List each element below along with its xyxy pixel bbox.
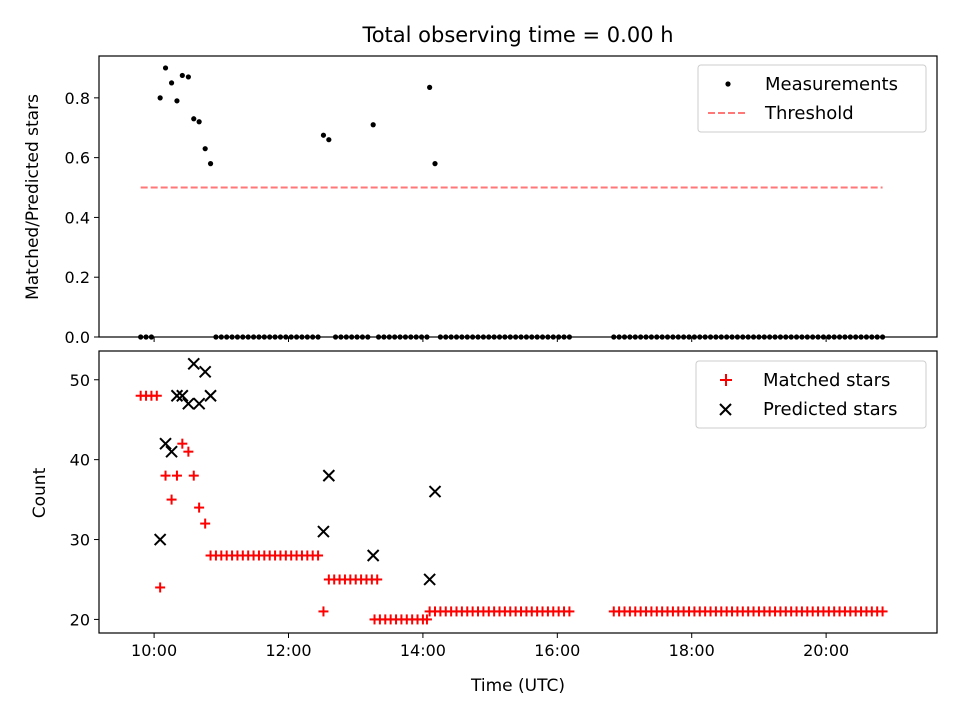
predicted-stars-point [176, 389, 189, 402]
measurements-point [196, 119, 202, 125]
legend-matched-marker [720, 374, 732, 386]
matched-stars-point [564, 606, 575, 617]
legend-predicted-label: Predicted stars [763, 399, 897, 420]
predicted-stars-point [366, 549, 380, 562]
matched-stars-point [171, 470, 182, 481]
predicted-stars-point [159, 437, 172, 450]
top-y-tick-label: 0.6 [65, 149, 90, 168]
matched-stars-point [155, 582, 166, 593]
predicted-stars-point [317, 525, 330, 538]
predicted-stars-point [198, 365, 212, 378]
matched-stars-point [151, 390, 162, 401]
bottom-y-axis-label: Count [30, 467, 50, 518]
bottom-y-tick-label: 50 [70, 371, 90, 390]
x-tick-label: 16:00 [534, 641, 580, 660]
matched-stars-point [200, 518, 211, 529]
measurements-point [370, 122, 376, 128]
top-y-tick-label: 0.4 [65, 208, 90, 227]
top-axes-frame [98, 55, 938, 338]
top-y-tick-label: 0.0 [65, 328, 90, 347]
measurements-point [202, 146, 208, 152]
matched-stars-point [177, 438, 188, 449]
predicted-stars-point [322, 469, 336, 482]
bottom-legend-box [695, 360, 927, 429]
legend-measurements-label: Measurements [765, 74, 898, 95]
measurements-point [191, 116, 197, 122]
x-axis-label: Time (UTC) [470, 676, 565, 696]
measurements-point [320, 132, 327, 138]
matched-stars-point [166, 494, 177, 505]
measurements-point [174, 98, 180, 104]
bottom-axes-ticks: 10:00 12:00 14:00 16:00 18:00 20:00 20 30 40 50 [70, 371, 850, 660]
measurements-point [168, 80, 175, 86]
bottom-y-tick-label: 40 [70, 451, 90, 470]
predicted-stars-point [165, 445, 178, 458]
legend-predicted-marker [719, 403, 732, 416]
x-tick-label: 14:00 [400, 641, 446, 660]
measurements-point [179, 72, 185, 79]
predicted-stars-point [428, 485, 442, 498]
legend-threshold-label: Threshold [764, 103, 854, 124]
matched-stars-point [877, 606, 888, 617]
predicted-stars-point [192, 397, 206, 410]
matched-stars-point [372, 574, 383, 585]
measurements-point [427, 84, 433, 90]
matched-stars-point [318, 606, 329, 617]
bottom-y-tick-label: 30 [70, 531, 90, 550]
measurements-point [432, 161, 438, 167]
x-tick-label: 12:00 [265, 641, 311, 660]
legend-matched-label: Matched stars [763, 370, 890, 391]
top-y-tick-label: 0.2 [65, 268, 90, 287]
top-legend-box [697, 64, 927, 133]
bottom-axes-frame [98, 350, 938, 634]
measurements-point [326, 137, 332, 143]
legend-measurements-marker [725, 81, 731, 87]
panel-top-ratio: 0.00.20.40.60.8 Matched/Predicted stars … [23, 55, 938, 347]
predicted-stars-point [153, 533, 167, 546]
predicted-stars-point [170, 389, 184, 402]
x-tick-label: 18:00 [669, 641, 715, 660]
predicted-stars-point [187, 357, 200, 370]
matched-stars-point [421, 614, 432, 625]
bottom-legend: Matched stars Predicted stars [695, 360, 927, 429]
bottom-series-layer [135, 357, 888, 625]
matched-stars-point [183, 446, 194, 457]
bottom-y-tick-label: 20 [70, 610, 90, 629]
matched-stars-point [313, 550, 324, 561]
measurements-point [207, 161, 214, 167]
matched-stars-point [194, 502, 205, 513]
top-y-tick-label: 0.8 [65, 89, 90, 108]
top-y-axis-label: Matched/Predicted stars [23, 94, 43, 300]
measurements-point [185, 74, 191, 80]
panel-bottom-counts: 10:00 12:00 14:00 16:00 18:00 20:00 20 30 40 50 C… [30, 350, 938, 696]
predicted-stars-point [204, 389, 217, 402]
chart-title: Total observing time = 0.00 h [361, 23, 673, 47]
matched-stars-point [160, 470, 171, 481]
predicted-stars-point [182, 397, 195, 410]
x-tick-label: 20:00 [803, 641, 849, 660]
matched-stars-point [188, 470, 199, 481]
x-tick-label: 10:00 [131, 641, 177, 660]
predicted-stars-point [423, 573, 436, 586]
top-legend: Measurements Threshold [697, 64, 927, 133]
measurements-point [157, 95, 163, 101]
measurements-point [162, 65, 169, 71]
top-axes-ticks: 0.0 0.2 0.4 0.6 0.8 [65, 89, 827, 347]
